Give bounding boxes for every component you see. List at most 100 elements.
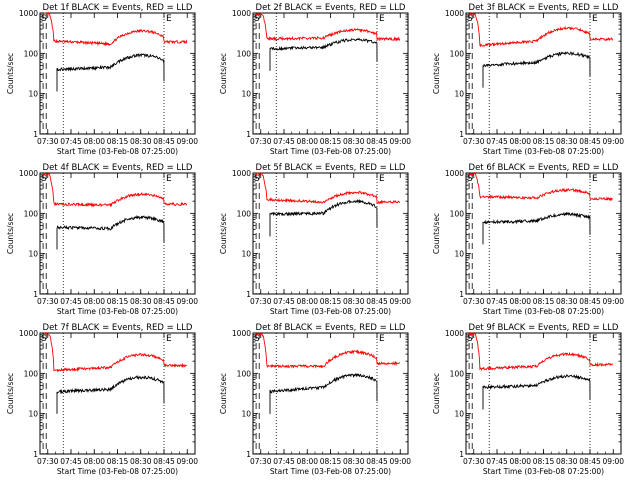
y-tick-label: 100: [24, 209, 39, 218]
y-axis-label: Counts/sec: [6, 213, 15, 254]
x-tick-label: 08:30: [556, 457, 578, 466]
events-series-line: [56, 53, 165, 92]
y-tick-label: 100: [450, 209, 465, 218]
x-axis-label: Start Time (03-Feb-08 07:25:00): [57, 307, 178, 316]
y-axis-label: Counts/sec: [219, 53, 228, 94]
events-series-line: [56, 374, 165, 414]
x-tick-label: 08:30: [556, 297, 578, 306]
x-tick-label: 09:00: [602, 457, 624, 466]
x-tick-label: 08:30: [343, 457, 365, 466]
y-tick-label: 1000: [232, 9, 251, 18]
y-tick-label: 1000: [19, 9, 38, 18]
x-tick-label: 07:45: [486, 137, 508, 146]
y-axis-label: Counts/sec: [6, 53, 15, 94]
detector-chart-4: Det 4f BLACK = Events, RED = LLD 1 10 100 10…: [6, 163, 198, 316]
y-tick-label: 100: [237, 369, 252, 378]
x-tick-label: 08:00: [83, 137, 105, 146]
end-annotation: E: [166, 14, 172, 24]
end-annotation: E: [592, 334, 598, 344]
x-tick-label: 08:15: [533, 457, 555, 466]
y-tick-label: 10: [454, 410, 464, 419]
x-tick-label: 07:45: [60, 297, 82, 306]
y-tick-label: 100: [237, 209, 252, 218]
y-tick-label: 1000: [232, 169, 251, 178]
end-annotation: E: [592, 14, 598, 24]
detector-chart-6: Det 6f BLACK = Events, RED = LLD 1 10 100 10…: [432, 163, 624, 316]
start-annotation: S: [41, 174, 47, 184]
y-axis-label: Counts/sec: [219, 213, 228, 254]
y-tick-label: 10: [28, 250, 38, 259]
x-tick-label: 08:45: [366, 297, 388, 306]
chart-title: Det 8f BLACK = Events, RED = LLD: [256, 323, 406, 333]
y-axis-label: Counts/sec: [432, 373, 441, 414]
x-tick-label: 08:30: [343, 137, 365, 146]
x-tick-label: 07:30: [463, 457, 485, 466]
start-annotation: S: [41, 14, 47, 24]
chart-title: Det 2f BLACK = Events, RED = LLD: [256, 3, 406, 13]
y-tick-label: 1: [459, 290, 464, 299]
x-axis-label: Start Time (03-Feb-08 07:25:00): [57, 147, 178, 156]
events-series-line: [56, 214, 165, 250]
x-tick-label: 09:00: [176, 137, 198, 146]
x-axis-label: Start Time (03-Feb-08 07:25:00): [57, 467, 178, 476]
start-annotation: S: [41, 334, 47, 344]
x-tick-label: 09:00: [176, 457, 198, 466]
y-tick-label: 10: [28, 90, 38, 99]
x-tick-label: 07:30: [37, 137, 59, 146]
y-tick-label: 100: [24, 369, 39, 378]
detector-chart-1: Det 1f BLACK = Events, RED = LLD 1 10 100 10…: [6, 3, 198, 156]
x-tick-label: 08:45: [579, 137, 601, 146]
x-tick-label: 08:00: [83, 297, 105, 306]
x-tick-label: 08:45: [153, 457, 175, 466]
x-tick-label: 07:30: [463, 297, 485, 306]
x-tick-label: 08:30: [556, 137, 578, 146]
x-axis-label: Start Time (03-Feb-08 07:25:00): [270, 307, 391, 316]
start-annotation: S: [467, 334, 473, 344]
x-tick-label: 07:45: [60, 457, 82, 466]
y-axis-label: Counts/sec: [432, 213, 441, 254]
end-annotation: E: [379, 334, 385, 344]
y-tick-label: 100: [450, 369, 465, 378]
x-tick-label: 07:30: [250, 137, 272, 146]
x-tick-label: 07:45: [273, 137, 295, 146]
events-series-line: [269, 37, 378, 71]
detector-chart-5: Det 5f BLACK = Events, RED = LLD 1 10 100 10…: [219, 163, 411, 316]
lld-series-line: [42, 332, 187, 373]
y-tick-label: 10: [28, 410, 38, 419]
x-axis-label: Start Time (03-Feb-08 07:25:00): [483, 147, 604, 156]
start-annotation: S: [467, 14, 473, 24]
detector-chart-9: Det 9f BLACK = Events, RED = LLD 1 10 100 10…: [432, 323, 624, 476]
x-tick-label: 08:15: [107, 457, 129, 466]
lld-series-line: [255, 172, 401, 205]
x-tick-label: 08:15: [107, 137, 129, 146]
x-tick-label: 09:00: [176, 297, 198, 306]
x-tick-label: 08:15: [320, 457, 342, 466]
y-tick-label: 100: [24, 49, 39, 58]
y-axis-label: Counts/sec: [219, 373, 228, 414]
x-tick-label: 07:30: [250, 297, 272, 306]
x-tick-label: 09:00: [602, 297, 624, 306]
lld-series-line: [42, 11, 188, 47]
x-tick-label: 08:45: [366, 457, 388, 466]
x-tick-label: 08:00: [509, 457, 531, 466]
x-tick-label: 09:00: [389, 137, 411, 146]
end-annotation: E: [166, 334, 172, 344]
x-tick-label: 09:00: [602, 137, 624, 146]
y-axis-label: Counts/sec: [6, 373, 15, 414]
x-tick-label: 08:30: [130, 297, 152, 306]
x-tick-label: 08:15: [320, 297, 342, 306]
x-tick-label: 07:45: [273, 297, 295, 306]
start-annotation: S: [254, 14, 260, 24]
end-annotation: E: [592, 174, 598, 184]
start-annotation: S: [254, 174, 260, 184]
x-tick-label: 07:30: [37, 297, 59, 306]
x-tick-label: 07:30: [463, 137, 485, 146]
y-tick-label: 1000: [19, 329, 38, 338]
y-tick-label: 100: [450, 49, 465, 58]
start-annotation: S: [467, 174, 473, 184]
events-series-line: [482, 211, 591, 245]
x-axis-label: Start Time (03-Feb-08 07:25:00): [270, 467, 391, 476]
chart-title: Det 4f BLACK = Events, RED = LLD: [43, 163, 193, 173]
y-tick-label: 10: [241, 410, 251, 419]
